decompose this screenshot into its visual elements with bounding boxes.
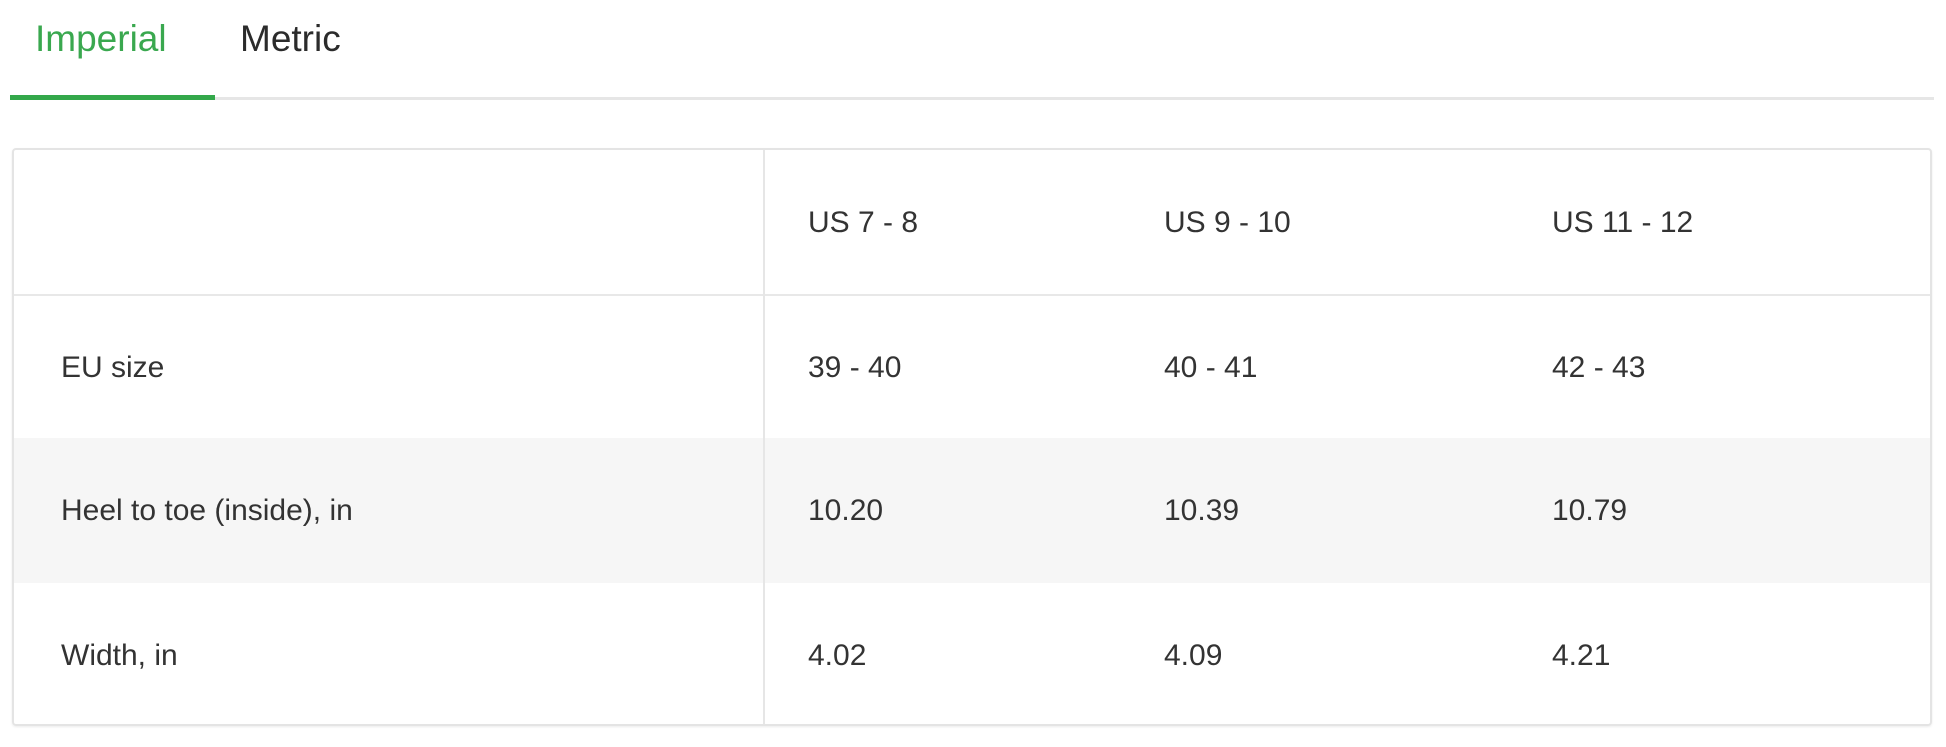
tab-imperial[interactable]: Imperial	[35, 18, 167, 59]
table-row: EU size 39 - 40 40 - 41 42 - 43	[14, 294, 1930, 440]
row-label: Width, in	[61, 638, 178, 672]
header-cell: US 7 - 8	[808, 206, 919, 239]
tab-metric[interactable]: Metric	[240, 18, 341, 59]
table-row: Width, in 4.02 4.09 4.21	[14, 583, 1930, 724]
row-label: Heel to toe (inside), in	[61, 493, 353, 527]
table-cell: 4.02	[808, 638, 867, 672]
table-row: Heel to toe (inside), in 10.20 10.39 10.…	[14, 438, 1930, 583]
column-divider	[763, 150, 765, 724]
table-cell: 4.09	[1164, 638, 1223, 672]
table-cell: 10.20	[808, 493, 884, 527]
unit-tabs: Imperial Metric	[10, 0, 1934, 100]
header-cell: US 11 - 12	[1552, 206, 1694, 239]
active-tab-indicator	[10, 95, 215, 100]
header-cell: US 9 - 10	[1164, 206, 1291, 239]
table-cell: 4.21	[1552, 638, 1611, 672]
table-cell: 10.79	[1552, 493, 1628, 527]
table-cell: 10.39	[1164, 493, 1240, 527]
table-cell: 39 - 40	[808, 351, 902, 384]
table-cell: 42 - 43	[1552, 351, 1646, 384]
row-label: EU size	[61, 351, 165, 384]
size-chart-table: US 7 - 8 US 9 - 10 US 11 - 12 EU size 39…	[12, 148, 1932, 726]
table-cell: 40 - 41	[1164, 351, 1258, 384]
table-header-row: US 7 - 8 US 9 - 10 US 11 - 12	[14, 150, 1930, 296]
